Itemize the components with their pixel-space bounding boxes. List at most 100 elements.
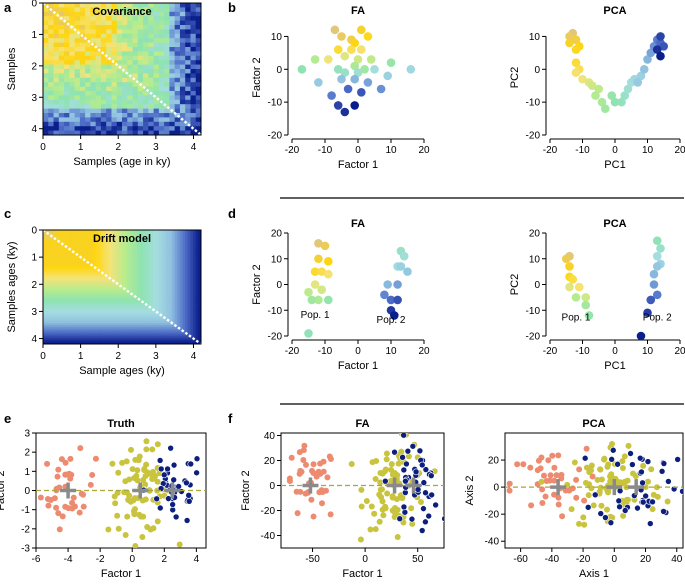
heatmap-cell [174,290,178,294]
heatmap-cell [137,271,141,275]
heatmap-cell [129,315,133,318]
heatmap-cell [182,325,186,328]
heatmap-cell [145,249,149,252]
heatmap-cell [169,247,173,250]
heatmap-cell [77,235,81,238]
heatmap-cell [153,230,157,233]
heatmap-cell [143,73,149,79]
heatmap-cell [45,283,49,286]
heatmap-cell [95,256,99,259]
heatmap-cell [74,11,81,17]
heatmap-cell [56,266,60,269]
heatmap-cell [95,304,99,307]
heatmap-cell [90,298,94,301]
heatmap-cell [90,104,97,109]
heatmap-cell [111,82,118,87]
heatmap-cell [127,231,131,235]
heatmap-cell [156,342,160,345]
heatmap-cell [195,11,202,17]
data-point [636,331,646,341]
heatmap-cell [161,302,165,305]
heatmap-cell [103,256,107,259]
heatmap-cell [53,304,57,307]
heatmap-cell [111,91,118,96]
heatmap-cell [61,307,65,311]
heatmap-cell [48,268,52,271]
heatmap-cell [87,298,91,301]
heatmap-cell [161,334,165,337]
heatmap-cell [119,271,123,275]
heatmap-cell [79,296,83,299]
heatmap-cell [156,283,160,286]
heatmap-cell [156,287,160,290]
data-point-olive [139,497,146,504]
heatmap-cell [164,11,170,17]
heatmap-cell [166,294,170,297]
heatmap-cell [166,317,170,320]
heatmap-cell [156,330,160,333]
heatmap-cell [53,256,57,259]
heatmap-cell [61,262,65,265]
heatmap-cell [166,296,170,299]
heatmap-cell [98,304,102,307]
heatmap-cell [48,334,52,337]
heatmap-cell [122,307,125,311]
heatmap-cell [119,325,123,328]
y-tick-label: 1 [31,253,37,264]
heatmap-cell [69,302,73,305]
heatmap-cell [174,275,178,278]
heatmap-cell [164,279,168,282]
heatmap-cell [143,250,147,254]
heatmap-cell [87,332,91,335]
heatmap-cell [58,252,62,256]
heatmap-cell [177,317,181,320]
data-point-salmon [62,459,69,466]
heatmap-cell [56,249,60,252]
heatmap-cell [116,277,120,280]
heatmap-cell [132,268,136,271]
heatmap-cell [56,231,60,235]
heatmap-cell [103,336,107,339]
heatmap-cell [143,108,149,114]
heatmap-cell [148,326,152,330]
plot-title: PCA [603,5,626,17]
heatmap-cell [61,268,65,271]
heatmap-cell [172,342,176,345]
heatmap-cell [137,104,144,109]
heatmap-cell [166,285,170,288]
heatmap-cell [85,313,89,316]
heatmap-cell [95,340,99,343]
heatmap-cell [187,277,191,280]
heatmap-cell [93,260,97,263]
heatmap-cell [61,264,65,267]
heatmap-cell [66,325,70,328]
data-point [357,87,366,97]
heatmap-cell [127,300,131,303]
heatmap-cell [140,338,144,341]
heatmap-cell [127,313,131,316]
heatmap-cell [164,20,170,26]
population-label: Pop. 1 [562,313,591,324]
heatmap-cell [82,288,86,292]
heatmap-cell [93,231,97,235]
heatmap-cell [74,113,81,118]
heatmap-cell [158,266,162,269]
heatmap-cell [179,264,183,267]
heatmap-cell [179,254,183,257]
heatmap-cell [143,245,147,248]
heatmap-cell [174,292,178,295]
heatmap-cell [143,271,147,275]
heatmap-cell [71,306,75,309]
heatmap-cell [158,332,162,335]
heatmap-cell [90,262,94,265]
heatmap-cell [100,294,104,297]
heatmap-cell [69,264,73,267]
heatmap-cell [164,60,170,65]
heatmap-cell [56,306,60,309]
heatmap-cell [177,235,181,238]
heatmap-cell [122,51,128,57]
heatmap-cell [53,298,57,301]
heatmap-cell [58,250,62,254]
heatmap-cell [74,317,78,320]
heatmap-cell [106,330,110,333]
